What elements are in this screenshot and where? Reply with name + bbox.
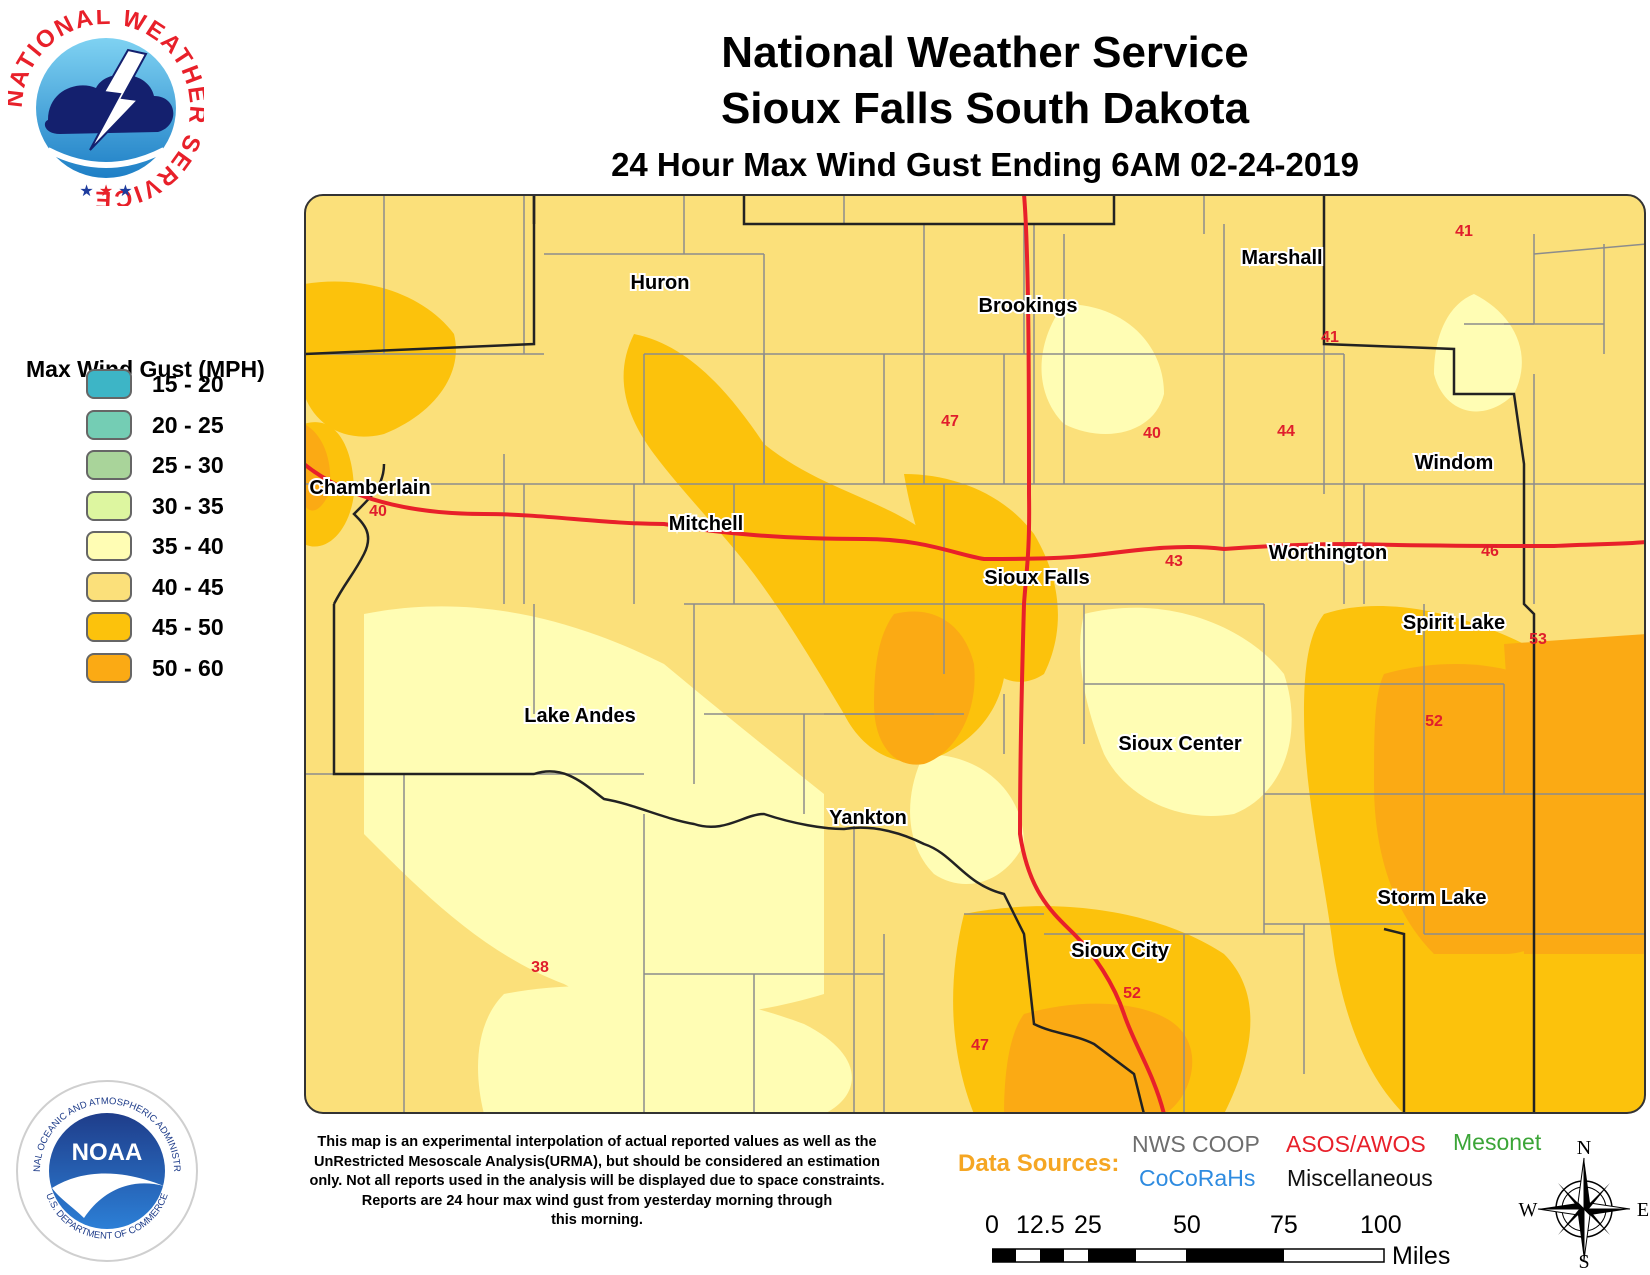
legend-item: 25 - 30 xyxy=(86,450,306,482)
obs-value: 41 xyxy=(1321,329,1339,346)
obs-value: 41 xyxy=(1455,223,1473,240)
legend-label: 35 - 40 xyxy=(152,533,224,559)
state-lines xyxy=(305,195,1536,1113)
legend-label: 50 - 60 xyxy=(152,654,224,681)
legend-swatch xyxy=(86,571,132,602)
obs-value: 38 xyxy=(531,959,549,976)
noaa-logo: NOAA NATIONAL OCEANIC AND ATMOSPHERIC AD… xyxy=(14,1078,198,1262)
legend-swatch xyxy=(86,531,132,561)
disclaimer-line: UnRestricted Mesoscale Analysis(URMA), b… xyxy=(314,1153,880,1170)
city-label: Storm Lake xyxy=(1378,887,1487,909)
legend-label: 25 - 30 xyxy=(152,452,224,478)
legend-item: 20 - 25 xyxy=(86,409,306,442)
disclaimer-line: this morning. xyxy=(551,1212,643,1228)
wind-gust-map: Huron Brookings Marshall Windom Chamberl… xyxy=(304,194,1646,1114)
city-label: Sioux Center xyxy=(1118,733,1242,755)
map-subtitle: 24 Hour Max Wind Gust Ending 6AM 02-24-2… xyxy=(611,146,1359,183)
scale-tick-label: 12.5 xyxy=(1016,1211,1065,1239)
source-asos-awos: ASOS/AWOS xyxy=(1286,1131,1426,1157)
compass-e: E xyxy=(1637,1199,1649,1221)
city-label: Sioux City xyxy=(1071,940,1170,962)
source-nws-coop: NWS COOP xyxy=(1132,1131,1260,1157)
title-line-2: Sioux Falls South Dakota xyxy=(720,84,1250,133)
obs-value: 52 xyxy=(1425,713,1443,730)
city-labels: Huron Brookings Marshall Windom Chamberl… xyxy=(307,245,1507,964)
legend-item: 50 - 60 xyxy=(86,652,306,685)
obs-value: 43 xyxy=(1165,553,1183,570)
compass-s: S xyxy=(1578,1251,1589,1272)
city-label: Lake Andes xyxy=(524,705,636,727)
city-label: Huron xyxy=(631,272,690,294)
disclaimer: This map is an experimental interpolatio… xyxy=(262,1133,932,1231)
scale-tick-label: 25 xyxy=(1074,1211,1102,1239)
city-label: Worthington xyxy=(1269,542,1387,564)
obs-value: 44 xyxy=(1277,423,1295,440)
obs-value: 40 xyxy=(369,503,387,520)
legend-swatch xyxy=(86,369,132,399)
gust-contours xyxy=(305,281,1645,1113)
scale-tick-label: 50 xyxy=(1173,1211,1201,1239)
city-label: Spirit Lake xyxy=(1403,612,1505,634)
scale-tick-label: 100 xyxy=(1360,1211,1402,1239)
legend-item: 35 - 40 xyxy=(86,531,306,563)
legend-swatch xyxy=(86,490,132,521)
obs-value: 40 xyxy=(1143,425,1161,442)
scale-tick-label: 75 xyxy=(1270,1211,1298,1239)
legend-swatch xyxy=(86,450,132,480)
scale-tick-label: 0 xyxy=(985,1211,999,1239)
compass-rose-icon: N S E W xyxy=(1519,1137,1650,1272)
compass-w: W xyxy=(1519,1199,1538,1221)
scale-bar-graphic xyxy=(992,1248,1385,1263)
svg-text:★ ★ ★: ★ ★ ★ xyxy=(79,181,132,200)
disclaimer-line: This map is an experimental interpolatio… xyxy=(317,1134,877,1150)
legend-swatch xyxy=(86,652,132,683)
source-mesonet: Mesonet xyxy=(1453,1129,1542,1155)
obs-value: 47 xyxy=(971,1037,989,1054)
city-label: Mitchell xyxy=(669,513,743,535)
obs-value: 46 xyxy=(1481,543,1499,560)
legend-label: 20 - 25 xyxy=(152,411,224,438)
map-border xyxy=(304,194,1646,1114)
source-miscellaneous: Miscellaneous xyxy=(1287,1165,1433,1191)
city-label: Yankton xyxy=(829,807,907,829)
disclaimer-line: Reports are 24 hour max wind gust from y… xyxy=(361,1192,833,1209)
legend-label: 30 - 35 xyxy=(152,492,224,519)
legend-item: 30 - 35 xyxy=(86,490,306,523)
legend-swatch xyxy=(86,612,132,642)
city-label: Marshall xyxy=(1241,247,1322,269)
city-label: Sioux Falls xyxy=(984,567,1090,589)
data-sources-title: Data Sources: xyxy=(958,1150,1120,1177)
legend-label: 15 - 20 xyxy=(152,371,224,397)
city-label: Windom xyxy=(1415,452,1494,474)
title-line-1: National Weather Service xyxy=(721,28,1249,77)
city-label: Brookings xyxy=(979,295,1078,317)
nws-logo: NATIONAL WEATHER SERVICE ★ ★ ★ xyxy=(8,10,204,206)
scale-units: Miles xyxy=(1392,1242,1451,1270)
disclaimer-line: only. Not all reports used in the analys… xyxy=(309,1173,885,1189)
legend-label: 40 - 45 xyxy=(152,573,224,600)
observations: 41 41 47 40 44 40 43 46 53 52 38 52 47 xyxy=(369,223,1547,1054)
legend-swatch xyxy=(86,409,132,440)
noaa-center-text: NOAA xyxy=(72,1139,143,1166)
legend-item: 40 - 45 xyxy=(86,571,306,604)
legend-label: 45 - 50 xyxy=(152,614,224,640)
obs-value: 53 xyxy=(1529,631,1547,648)
source-cocorahs: CoCoRaHs xyxy=(1139,1165,1256,1191)
compass-n: N xyxy=(1577,1137,1591,1159)
obs-value: 52 xyxy=(1123,985,1141,1002)
highways xyxy=(305,195,1645,1113)
obs-value: 47 xyxy=(941,413,959,430)
legend-title: Max Wind Gust (MPH) xyxy=(26,356,265,382)
city-label: Chamberlain xyxy=(309,477,430,499)
legend-item: 45 - 50 xyxy=(86,612,306,644)
legend-item: 15 - 20 xyxy=(86,369,306,401)
